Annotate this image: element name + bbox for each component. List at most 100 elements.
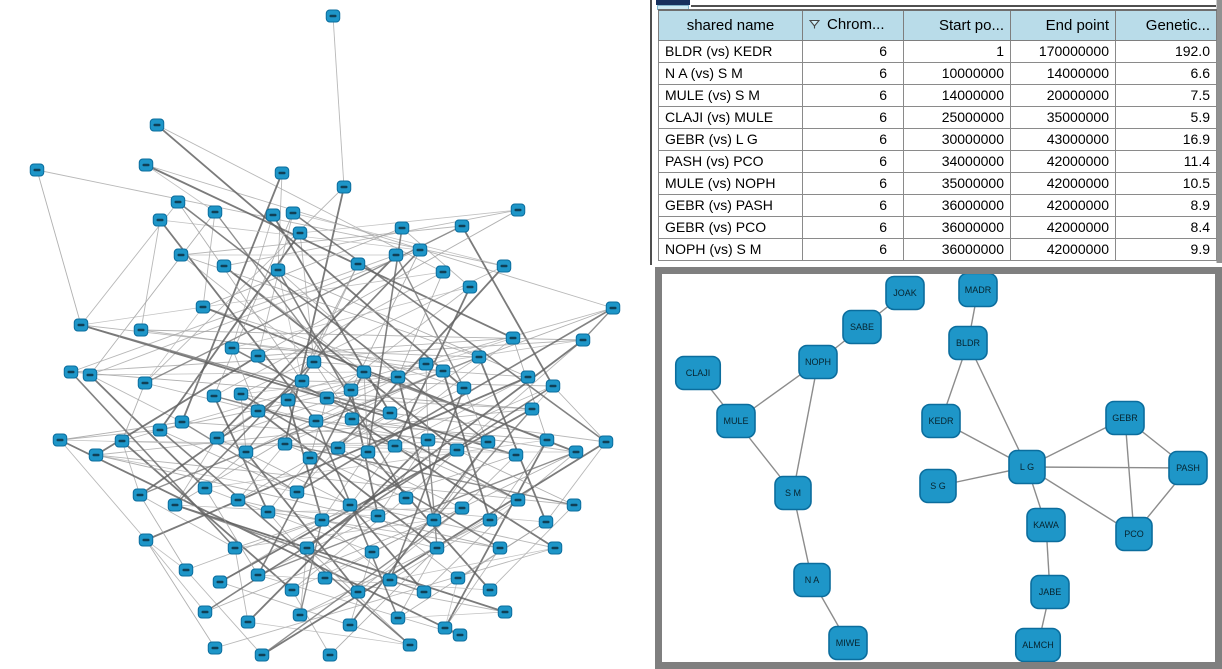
network-node[interactable] <box>398 491 414 505</box>
table-cell-shared_name[interactable]: NOPH (vs) S M <box>658 237 803 261</box>
network-node[interactable] <box>197 481 213 495</box>
network-node[interactable] <box>317 571 333 585</box>
network-node[interactable] <box>224 341 240 355</box>
network-node[interactable] <box>568 445 584 459</box>
network-node[interactable] <box>73 318 89 332</box>
network-node[interactable] <box>360 445 376 459</box>
network-node[interactable] <box>387 439 403 453</box>
network-node[interactable] <box>364 545 380 559</box>
network-node[interactable] <box>306 355 322 369</box>
network-node[interactable] <box>152 213 168 227</box>
network-node[interactable] <box>206 389 222 403</box>
network-node[interactable] <box>480 435 496 449</box>
network-node[interactable] <box>342 618 358 632</box>
network-node[interactable] <box>508 448 524 462</box>
network-node[interactable] <box>496 259 512 273</box>
table-cell-end_point[interactable]: 170000000 <box>1010 39 1116 63</box>
network-node[interactable] <box>450 571 466 585</box>
network-node[interactable] <box>302 451 318 465</box>
table-cell-genetic[interactable]: 192.0 <box>1115 39 1217 63</box>
table-cell-start_position[interactable]: 36000000 <box>903 215 1011 239</box>
network-node[interactable] <box>575 333 591 347</box>
network-node[interactable] <box>449 443 465 457</box>
node-shape[interactable] <box>885 275 925 311</box>
network-node[interactable] <box>454 219 470 233</box>
network-node[interactable] <box>167 498 183 512</box>
network-node[interactable] <box>240 615 256 629</box>
network-node[interactable] <box>452 628 468 642</box>
network-node[interactable] <box>178 563 194 577</box>
network-node-gebr[interactable]: GEBR <box>1105 400 1145 436</box>
network-node[interactable] <box>510 493 526 507</box>
network-node[interactable] <box>394 221 410 235</box>
network-node[interactable] <box>299 541 315 555</box>
network-node-bldr[interactable]: BLDR <box>948 325 988 361</box>
network-node[interactable] <box>152 423 168 437</box>
network-node[interactable] <box>547 541 563 555</box>
network-node[interactable] <box>270 263 286 277</box>
table-cell-genetic[interactable]: 7.5 <box>1115 83 1217 107</box>
table-row[interactable]: CLAJI (vs) MULE 6 25000000 35000000 5.9 <box>658 105 1217 129</box>
network-node-claji[interactable]: CLAJI <box>674 355 722 391</box>
filter-funnel-icon[interactable] <box>808 17 821 34</box>
table-row[interactable]: MULE (vs) NOPH 6 35000000 42000000 10.5 <box>658 171 1217 195</box>
network-node[interactable] <box>233 387 249 401</box>
network-node[interactable] <box>294 374 310 388</box>
network-node[interactable] <box>216 259 232 273</box>
node-shape[interactable] <box>1115 516 1153 552</box>
network-node[interactable] <box>388 248 404 262</box>
network-node[interactable] <box>605 301 621 315</box>
node-shape[interactable] <box>774 475 812 511</box>
network-node[interactable] <box>482 583 498 597</box>
column-header-chromosome[interactable]: Chrom... <box>802 9 904 41</box>
node-shape[interactable] <box>1026 507 1066 543</box>
node-shape[interactable] <box>1105 400 1145 436</box>
network-node-s-m[interactable]: S M <box>774 475 812 511</box>
network-node[interactable] <box>471 350 487 364</box>
table-cell-genetic[interactable]: 10.5 <box>1115 171 1217 195</box>
network-node[interactable] <box>170 195 186 209</box>
node-shape[interactable] <box>842 309 882 345</box>
network-node-s-g[interactable]: S G <box>919 468 957 504</box>
network-node[interactable] <box>250 568 266 582</box>
panel-tab[interactable] <box>657 5 689 10</box>
table-cell-chromosome[interactable]: 6 <box>802 171 904 195</box>
network-edge[interactable] <box>1026 466 1189 469</box>
network-node[interactable] <box>390 611 406 625</box>
network-node[interactable] <box>212 575 228 589</box>
node-shape[interactable] <box>1168 450 1208 486</box>
network-node[interactable] <box>356 365 372 379</box>
network-node[interactable] <box>227 541 243 555</box>
table-cell-shared_name[interactable]: MULE (vs) NOPH <box>658 171 803 195</box>
network-node-madr[interactable]: MADR <box>958 274 998 308</box>
network-node[interactable] <box>274 166 290 180</box>
table-cell-end_point[interactable]: 20000000 <box>1010 83 1116 107</box>
table-cell-end_point[interactable]: 42000000 <box>1010 193 1116 217</box>
table-cell-genetic[interactable]: 11.4 <box>1115 149 1217 173</box>
network-node[interactable] <box>277 437 293 451</box>
column-header-end_point[interactable]: End point <box>1010 9 1116 41</box>
network-node[interactable] <box>197 605 213 619</box>
network-node[interactable] <box>325 9 341 23</box>
table-cell-chromosome[interactable]: 6 <box>802 127 904 151</box>
network-edge[interactable] <box>792 361 819 494</box>
column-header-genetic[interactable]: Genetic... <box>1115 9 1217 41</box>
node-shape[interactable] <box>948 325 988 361</box>
table-cell-end_point[interactable]: 43000000 <box>1010 127 1116 151</box>
network-node[interactable] <box>382 573 398 587</box>
network-node[interactable] <box>350 257 366 271</box>
network-node[interactable] <box>598 435 614 449</box>
network-node[interactable] <box>454 501 470 515</box>
network-node[interactable] <box>437 621 453 635</box>
column-header-start_position[interactable]: Start po... <box>903 9 1011 41</box>
network-node[interactable] <box>524 402 540 416</box>
table-cell-end_point[interactable]: 42000000 <box>1010 237 1116 261</box>
table-cell-genetic[interactable]: 8.4 <box>1115 215 1217 239</box>
table-row[interactable]: NOPH (vs) S M 6 36000000 42000000 9.9 <box>658 237 1217 261</box>
node-shape[interactable] <box>1030 574 1070 610</box>
network-node-jabe[interactable]: JABE <box>1030 574 1070 610</box>
node-shape[interactable] <box>798 344 838 380</box>
table-cell-end_point[interactable]: 14000000 <box>1010 61 1116 85</box>
network-node[interactable] <box>52 433 68 447</box>
network-node[interactable] <box>250 404 266 418</box>
